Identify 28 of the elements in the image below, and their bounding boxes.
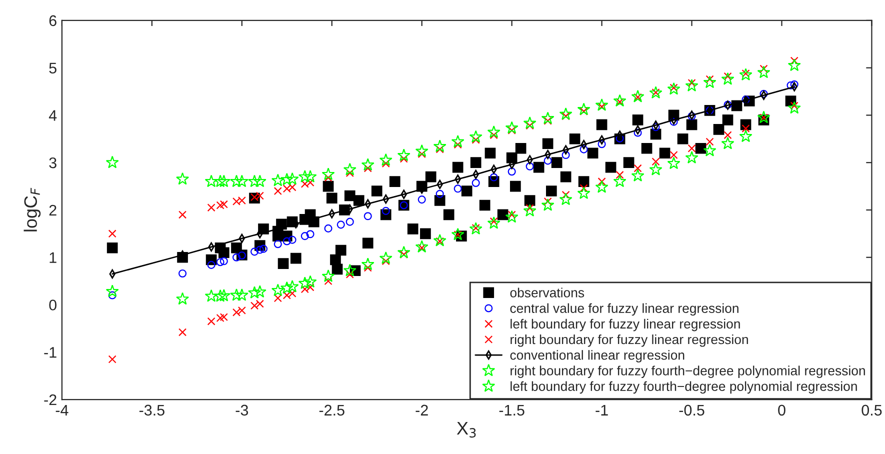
x-tick-label: 0 (778, 404, 786, 416)
legend-label: left boundary for fuzzy fourth−degree polynomial regression (510, 381, 857, 394)
x-tick-label: -3.5 (139, 404, 164, 416)
legend-label: conventional linear regression (510, 350, 684, 362)
x-axis-title: X$_{3}$ (456, 422, 476, 438)
y-tick-label: 0 (49, 300, 56, 310)
x-tick-label: -1.5 (499, 404, 524, 416)
y-tick-label: 2 (49, 204, 56, 216)
y-tick-label: 6 (49, 15, 56, 26)
y-tick-label: -2 (44, 394, 56, 406)
x-tick-label: -1 (596, 404, 608, 416)
y-tick-label: -1 (44, 347, 56, 358)
x-tick-label: 0.5 (862, 404, 882, 416)
legend-label: central value for fuzzy linear regression (510, 303, 738, 316)
y-tick-label: 3 (49, 157, 56, 168)
x-tick-label: -4 (56, 404, 68, 416)
x-tick-label: -2.5 (319, 404, 344, 416)
legend-label: right boundary for fuzzy fourth−degree polynomial regression (510, 366, 865, 378)
y-tick-label: 4 (48, 110, 57, 121)
y-tick-label: 1 (50, 252, 56, 263)
x-tick-label: -3 (236, 404, 248, 416)
x-tick-label: -0.5 (679, 404, 704, 416)
y-tick-label: 5 (49, 62, 56, 74)
legend-label: left boundary for fuzzy linear regression (510, 318, 740, 332)
x-tick-label: -2 (416, 404, 428, 416)
legend-label: right boundary for fuzzy linear regression (510, 334, 748, 347)
legend-label: observations (510, 288, 584, 298)
y-axis-title: logC$_{F}$ (24, 188, 41, 232)
